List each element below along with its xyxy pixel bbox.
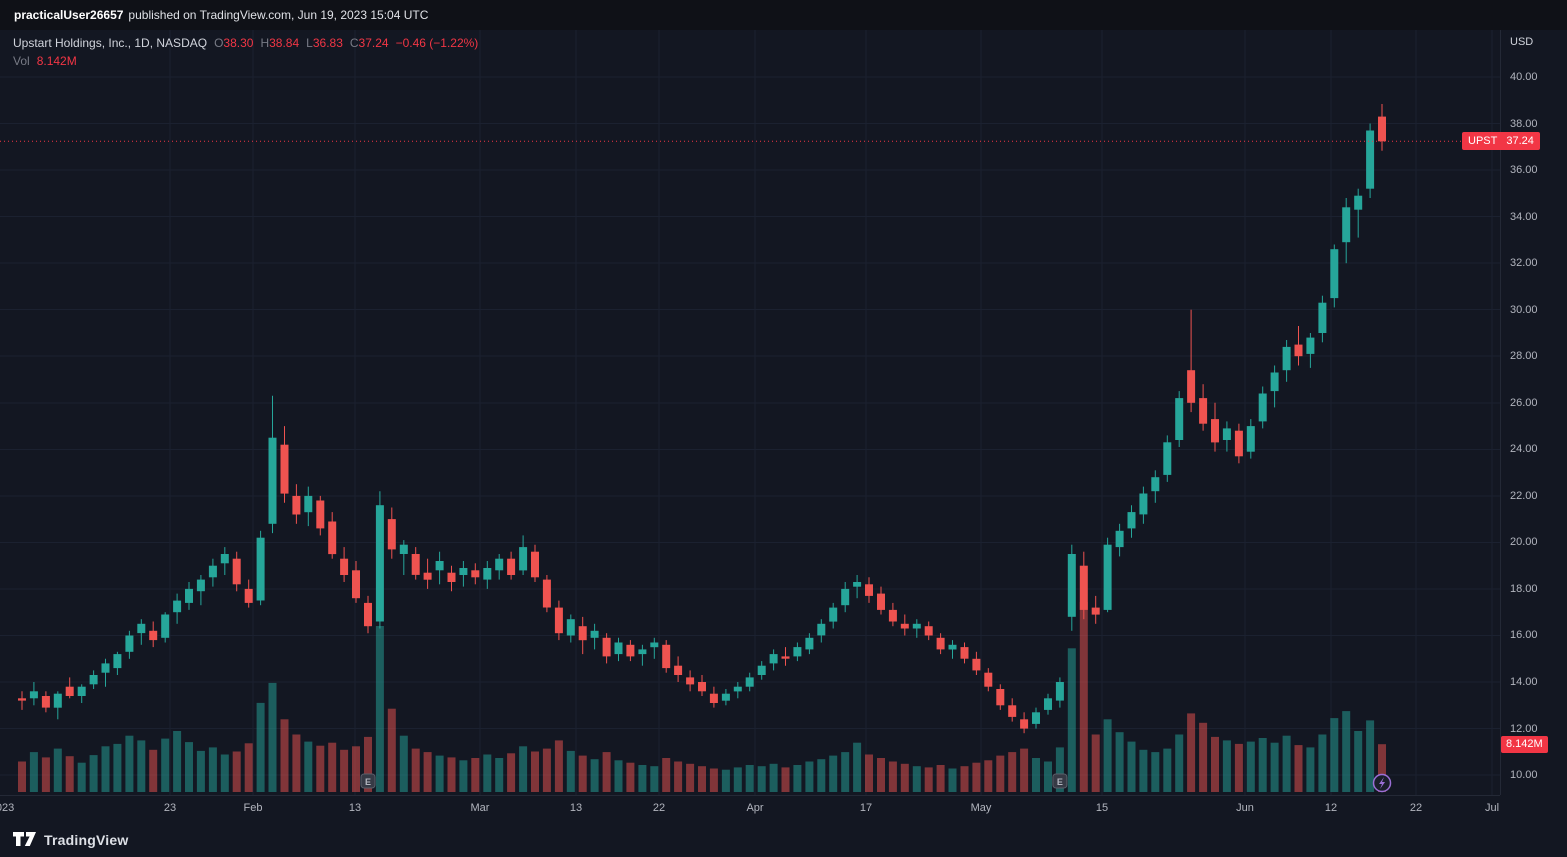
tradingview-logo-icon[interactable] [13, 832, 37, 847]
price-tick-label: 38.00 [1510, 118, 1538, 130]
price-tick-label: 28.00 [1510, 350, 1538, 362]
price-axis[interactable]: USD 40.00 38.00 36.00 34.00 32.00 30.00 28.00 2… [1500, 30, 1567, 795]
time-tick-label: Jul [1484, 802, 1500, 814]
price-tick-label: 18.00 [1510, 583, 1538, 595]
price-tick-label: 14.00 [1510, 676, 1538, 688]
time-tick-label: 12 [1324, 802, 1338, 814]
price-tick-label: 30.00 [1510, 304, 1538, 316]
price-tick-label: 22.00 [1510, 490, 1538, 502]
idea-flash-icon [1372, 773, 1392, 793]
price-tick-label: 36.00 [1510, 164, 1538, 176]
time-axis[interactable]: 2023 23 Feb 13 Mar 13 22 Apr 17 May 15 Jun 12 22 Jul [0, 795, 1500, 822]
publish-header: practicalUser26657 published on TradingV… [0, 0, 1567, 30]
ohlc-low: L36.83 [306, 36, 343, 50]
symbol-tag-price: 37.24 [1506, 135, 1534, 147]
time-tick-label: 22 [652, 802, 666, 814]
time-tick-label: Mar [470, 802, 490, 814]
svg-text:E: E [1057, 777, 1063, 787]
volume-price-tag: 8.142M [1501, 736, 1548, 753]
svg-text:E: E [365, 777, 371, 787]
earnings-icon: E [1052, 773, 1068, 789]
price-tick-label: 34.00 [1510, 211, 1538, 223]
symbol-tag-ticker: UPST [1468, 135, 1498, 147]
volume-label: Vol [13, 54, 30, 68]
time-tick-label: Jun [1236, 802, 1254, 814]
ohlc-close: C37.24 [349, 36, 389, 50]
price-tick-label: 10.00 [1510, 769, 1538, 781]
symbol-title[interactable]: Upstart Holdings, Inc., 1D, NASDAQ [13, 36, 208, 50]
price-tick-label: 24.00 [1510, 443, 1538, 455]
price-tick-label: 26.00 [1510, 397, 1538, 409]
price-tick-label: 20.00 [1510, 536, 1538, 548]
time-tick-label: 23 [163, 802, 177, 814]
price-tick-label: 12.00 [1510, 723, 1538, 735]
ohlc-open: O38.30 [214, 36, 254, 50]
time-tick-label: 17 [859, 802, 873, 814]
change-value: −0.46 (−1.22%) [395, 36, 479, 50]
tradingview-logo-text[interactable]: TradingView [44, 831, 129, 848]
price-tick-label: 40.00 [1510, 71, 1538, 83]
time-tick-label: 15 [1095, 802, 1109, 814]
symbol-price-tag: UPST 37.24 [1462, 132, 1540, 150]
time-tick-label: May [970, 802, 992, 814]
time-tick-label: Feb [243, 802, 263, 814]
time-tick-label: 22 [1409, 802, 1423, 814]
volume-value: 8.142M [36, 54, 77, 68]
time-tick-label: 2023 [0, 802, 15, 814]
price-tick-label: 16.00 [1510, 629, 1538, 641]
price-tick-label: 32.00 [1510, 257, 1538, 269]
ohlc-high: H38.84 [260, 36, 300, 50]
time-tick-label: 13 [348, 802, 362, 814]
publish-info: published on TradingView.com, Jun 19, 20… [128, 8, 429, 22]
publisher-username: practicalUser26657 [14, 8, 124, 22]
footer: TradingView [0, 822, 1567, 857]
time-tick-label: Apr [746, 802, 764, 814]
currency-label: USD [1510, 36, 1534, 48]
earnings-icon: E [360, 773, 376, 789]
time-tick-label: 13 [569, 802, 583, 814]
chart-legend: Upstart Holdings, Inc., 1D, NASDAQ O38.3… [13, 36, 478, 72]
